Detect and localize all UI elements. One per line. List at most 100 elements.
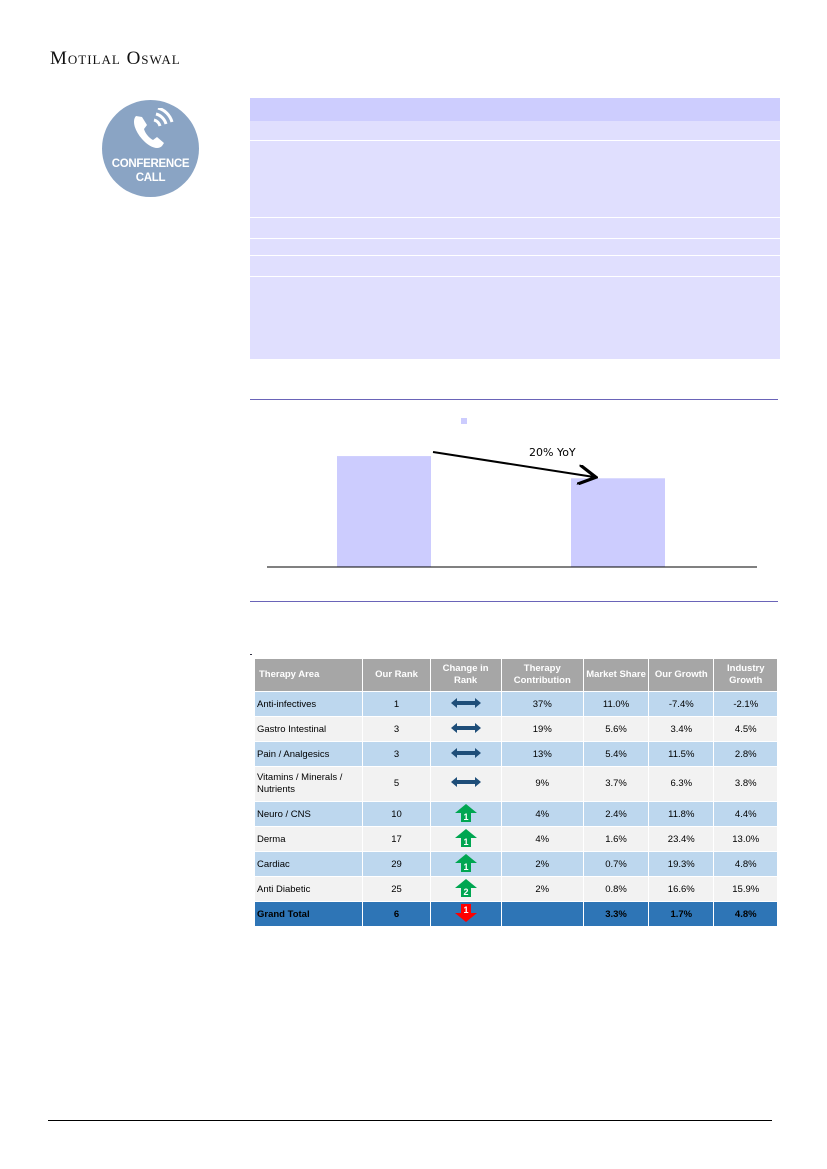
- column-header: Industry Growth: [713, 658, 778, 692]
- share-cell: 1.6%: [583, 826, 650, 852]
- contrib-cell: 19%: [500, 716, 585, 742]
- summary-row: [250, 239, 780, 255]
- chart-bottom-rule: [250, 601, 778, 602]
- rank-up-arrow-icon: 2: [454, 878, 477, 897]
- no-change-arrow-icon: [450, 747, 481, 758]
- contrib-cell: 4%: [500, 826, 585, 852]
- our-cell: -7.4%: [648, 691, 715, 717]
- table-row: Vitamins / Minerals / Nutrients 5 9% 3.7% 6.…: [253, 766, 778, 802]
- contrib-cell: 4%: [500, 801, 585, 827]
- contrib-cell: 2%: [500, 876, 585, 902]
- summary-row: [250, 218, 780, 238]
- therapy-area-cell: Vitamins / Minerals / Nutrients: [253, 766, 364, 802]
- ind-cell: 4.4%: [713, 801, 778, 827]
- our-cell: 3.4%: [648, 716, 715, 742]
- rank-cell: 5: [362, 766, 431, 802]
- share-cell: 3.7%: [583, 766, 650, 802]
- summary-row: [250, 121, 780, 140]
- column-header: Therapy Contribution: [500, 658, 585, 692]
- therapy-area-cell: Cardiac: [253, 851, 364, 877]
- rank-cell: 17: [362, 826, 431, 852]
- summary-row: [250, 277, 780, 359]
- therapy-table: Therapy Area Our Rank Change in Rank Therap…: [253, 658, 778, 927]
- rank-change-cell: 1: [429, 851, 502, 877]
- therapy-area-cell: Derma: [253, 826, 364, 852]
- rank-cell: 10: [362, 801, 431, 827]
- therapy-area-cell: Anti-infectives: [253, 691, 364, 717]
- table-row: Anti Diabetic 25 2 2% 0.8% 16.6% 15.9%: [253, 876, 778, 902]
- column-header: Our Rank: [362, 658, 431, 692]
- brand-logo: Motilal Oswal: [50, 48, 181, 69]
- rank-change-cell: [429, 741, 502, 767]
- summary-row: [250, 141, 780, 217]
- badge-line2: CALL: [135, 172, 166, 184]
- summary-table-header: [250, 98, 780, 121]
- svg-text:1: 1: [463, 862, 468, 872]
- yoy-arrow: [432, 451, 594, 477]
- rank-change-cell: [429, 766, 502, 802]
- our-cell: 11.5%: [648, 741, 715, 767]
- rank-down-arrow-icon: 1: [454, 903, 477, 922]
- column-header: Market Share: [583, 658, 650, 692]
- ind-cell: 4.8%: [713, 851, 778, 877]
- rank-change-cell: 1: [429, 826, 502, 852]
- rank-up-arrow-icon: 1: [454, 853, 477, 872]
- badge-line1: CONFERENCE: [111, 158, 190, 170]
- ind-cell: 13.0%: [713, 826, 778, 852]
- rank-cell: 25: [362, 876, 431, 902]
- share-cell: 2.4%: [583, 801, 650, 827]
- rank-change-cell: [429, 691, 502, 717]
- table-row: Pain / Analgesics 3 13% 5.4% 11.5% 2.8%: [253, 741, 778, 767]
- svg-text:2: 2: [463, 887, 468, 897]
- our-cell: 16.6%: [648, 876, 715, 902]
- our-cell: 23.4%: [648, 826, 715, 852]
- legend-swatch: [461, 418, 467, 424]
- therapy-area-cell: Neuro / CNS: [253, 801, 364, 827]
- ind-cell: 2.8%: [713, 741, 778, 767]
- share-cell: 0.7%: [583, 851, 650, 877]
- rank-cell: 6: [362, 901, 431, 927]
- rank-cell: 1: [362, 691, 431, 717]
- no-change-arrow-icon: [450, 697, 481, 708]
- table-row: Cardiac 29 1 2% 0.7% 19.3% 4.8%: [253, 851, 778, 877]
- no-change-arrow-icon: [450, 777, 481, 787]
- rank-cell: 29: [362, 851, 431, 877]
- table-row: Neuro / CNS 10 1 4% 2.4% 11.8% 4.4%: [253, 801, 778, 827]
- therapy-area-cell: Pain / Analgesics: [253, 741, 364, 767]
- share-cell: 5.4%: [583, 741, 650, 767]
- share-cell: 0.8%: [583, 876, 650, 902]
- share-cell: 5.6%: [583, 716, 650, 742]
- ind-cell: 4.5%: [713, 716, 778, 742]
- rank-change-cell: [429, 716, 502, 742]
- svg-text:1: 1: [463, 812, 468, 822]
- contrib-cell: 2%: [500, 851, 585, 877]
- our-cell: 1.7%: [648, 901, 715, 927]
- contrib-cell: 13%: [500, 741, 585, 767]
- contrib-cell: [500, 901, 585, 927]
- therapy-area-cell: Anti Diabetic: [253, 876, 364, 902]
- our-cell: 11.8%: [648, 801, 715, 827]
- table-marker: [250, 654, 252, 655]
- bar-chart: 20% YoY: [267, 418, 757, 568]
- yoy-annotation: 20% YoY: [529, 446, 576, 459]
- table-row: Grand Total 6 1 3.3% 1.7% 4.8%: [253, 901, 778, 927]
- our-cell: 19.3%: [648, 851, 715, 877]
- rank-cell: 3: [362, 716, 431, 742]
- rank-cell: 3: [362, 741, 431, 767]
- ind-cell: -2.1%: [713, 691, 778, 717]
- share-cell: 3.3%: [583, 901, 650, 927]
- chart-top-rule: [250, 399, 778, 400]
- ind-cell: 3.8%: [713, 766, 778, 802]
- phone-icon: [134, 108, 174, 148]
- ind-cell: 15.9%: [713, 876, 778, 902]
- our-cell: 6.3%: [648, 766, 715, 802]
- summary-row: [250, 256, 780, 276]
- svg-text:1: 1: [463, 837, 468, 847]
- rank-up-arrow-icon: 1: [454, 803, 477, 822]
- conference-call-badge: CONFERENCE CALL: [102, 100, 199, 197]
- footer-rule: [48, 1120, 772, 1121]
- rank-change-cell: 1: [429, 901, 502, 927]
- contrib-cell: 37%: [500, 691, 585, 717]
- share-cell: 11.0%: [583, 691, 650, 717]
